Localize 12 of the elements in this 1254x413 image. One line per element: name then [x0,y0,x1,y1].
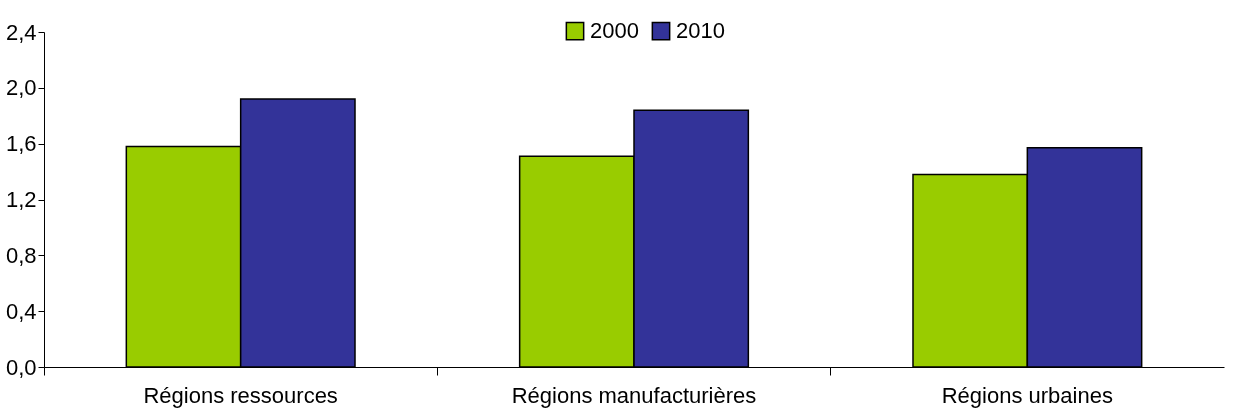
x-tick-label: Régions urbaines [941,382,1113,408]
x-tick-label: Régions ressources [143,382,338,408]
y-tick-label: 2,0 [5,75,37,101]
legend-label: 2010 [676,18,725,44]
y-tick-label: 2,4 [5,19,37,45]
y-tick-label: 0,0 [5,354,37,380]
y-tick-label: 1,6 [5,131,37,157]
y-tick-label: 0,4 [5,298,37,324]
y-tick-label: 0,8 [5,242,37,268]
x-tick-label: Régions manufacturières [511,382,757,408]
y-tick-label: 1,2 [5,187,37,212]
legend-label: 2000 [590,18,639,44]
